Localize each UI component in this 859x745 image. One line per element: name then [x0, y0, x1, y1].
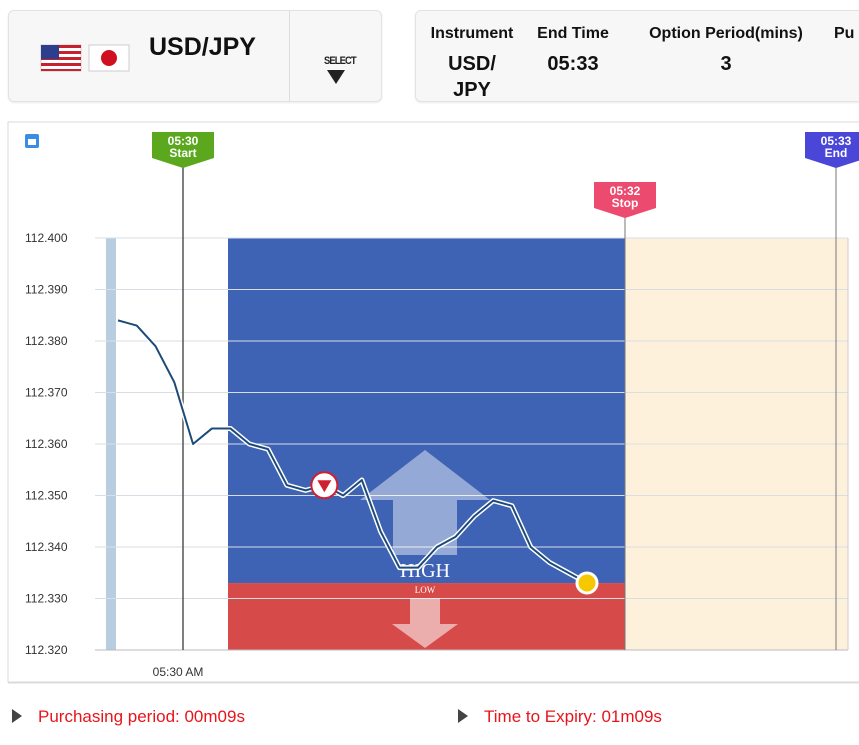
column-value: 05:33 — [547, 53, 599, 75]
pair-panel[interactable]: USD/JPY SELECT — [8, 10, 382, 102]
y-tick-label: 112.340 — [25, 540, 68, 554]
info-column: Instrument USD/ JPY — [424, 25, 520, 103]
footer-text: Purchasing period: 00m09s — [38, 707, 245, 726]
low-arrow — [392, 598, 458, 648]
column-label: Pu — [834, 25, 855, 42]
select-label[interactable]: SELECT — [324, 55, 357, 67]
price-line — [117, 319, 588, 584]
footer-arrow — [12, 709, 22, 723]
current-point — [575, 571, 599, 595]
column-label: Instrument — [430, 25, 514, 42]
low-zone — [228, 583, 625, 650]
marker-time: 05:32 — [610, 184, 641, 198]
flags — [40, 44, 130, 72]
high-arrow — [360, 450, 490, 555]
high-label: HIGH — [400, 560, 450, 582]
chart-icon — [25, 134, 39, 148]
history-bar — [106, 238, 116, 650]
footer-arrow — [458, 709, 468, 723]
y-tick-label: 112.380 — [25, 334, 68, 348]
y-tick-label: 112.370 — [25, 386, 68, 400]
high-zone — [228, 238, 625, 584]
info-column: Option Period(mins) 3 — [631, 25, 821, 77]
y-tick-label: 112.390 — [25, 283, 68, 297]
line-halo — [117, 317, 589, 586]
chart-icon-inner — [28, 139, 36, 145]
x-axis-label: 05:30 AM — [153, 665, 204, 679]
marker-time: 05:33 — [821, 134, 852, 148]
y-tick-label: 112.400 — [25, 231, 68, 245]
y-tick-label: 112.320 — [25, 643, 68, 657]
entry-marker — [310, 471, 339, 500]
marker-label: Stop — [612, 196, 639, 210]
low-label: LOW — [415, 585, 436, 595]
chart-frame — [7, 121, 859, 683]
select-arrow[interactable] — [326, 69, 346, 85]
column-value: 3 — [720, 53, 732, 75]
y-tick-label: 112.350 — [25, 489, 68, 503]
pair-name: USD/JPY — [149, 33, 256, 61]
info-panel: Instrument USD/ JPY End Time 05:33 Option Pe… — [415, 10, 859, 102]
info-column: Pu — [834, 25, 859, 43]
info-column: End Time 05:33 — [528, 25, 618, 77]
marker-flag — [152, 132, 214, 168]
column-label: End Time — [537, 25, 609, 42]
marker-label: Start — [169, 146, 196, 160]
y-tick-label: 112.360 — [25, 437, 68, 451]
marker-flag — [594, 182, 656, 218]
column-value: USD/ JPY — [448, 53, 496, 101]
entry-arrow — [317, 480, 332, 493]
y-tick-label: 112.330 — [25, 592, 68, 606]
marker-flag — [805, 132, 859, 168]
after-zone — [625, 238, 848, 650]
marker-label: End — [825, 146, 848, 160]
column-label: Option Period(mins) — [649, 25, 803, 42]
footer-text: Time to Expiry: 01m09s — [484, 707, 662, 726]
marker-time: 05:30 — [168, 134, 199, 148]
